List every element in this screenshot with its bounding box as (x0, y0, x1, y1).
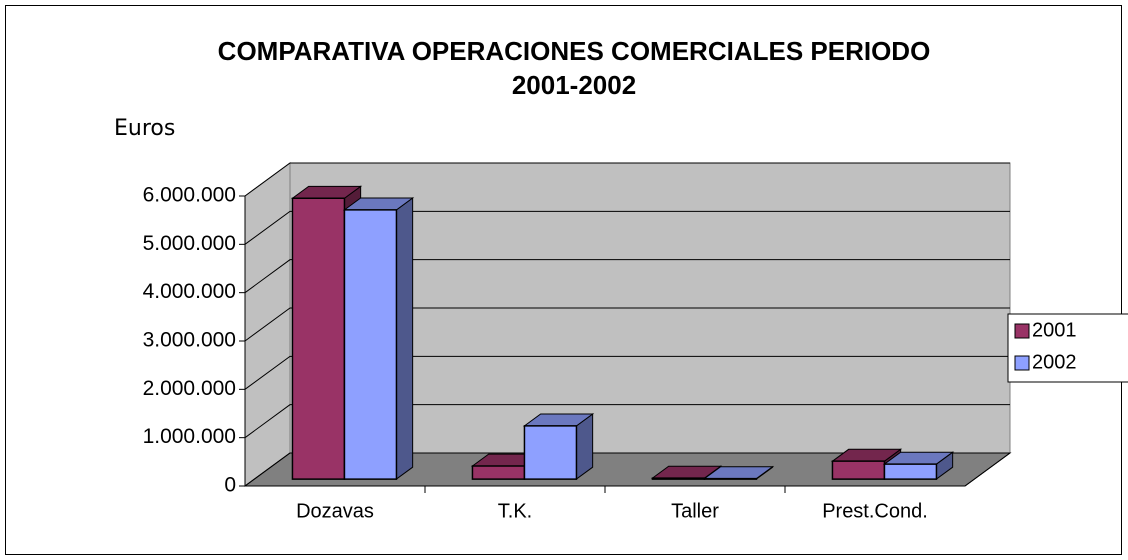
legend-label: 2002 (1032, 351, 1077, 373)
bar (882, 451, 955, 481)
y-tick-label: 2.000.000 (143, 377, 236, 400)
floor-edge (964, 452, 1011, 487)
grid-line (244, 355, 1010, 390)
x-tick-label: Prest.Cond. (822, 500, 928, 522)
x-tick-label: T.K. (498, 500, 532, 522)
bar-front (343, 209, 398, 480)
grid-line (244, 307, 1010, 342)
y-tick-label: 4.000.000 (143, 280, 236, 303)
y-axis-label: Euros (114, 116, 176, 141)
y-tick-label: 3.000.000 (143, 329, 236, 352)
legend-swatch (1014, 323, 1030, 339)
bar-front (523, 425, 578, 480)
bar (522, 413, 595, 481)
bar (342, 196, 415, 481)
bar (702, 465, 775, 481)
y-tick-label: 0 (224, 474, 236, 497)
bar-front (831, 460, 886, 480)
grid-line (244, 452, 1010, 487)
x-tick-label: Dozavas (296, 500, 374, 522)
grid-line (244, 162, 1010, 197)
grid-line (244, 210, 1010, 245)
bar-front (651, 477, 706, 480)
grid-line (244, 404, 1010, 439)
legend-label: 2001 (1032, 319, 1077, 341)
bar-front (883, 463, 938, 480)
bar-front (471, 465, 526, 480)
y-tick-label: 5.000.000 (143, 232, 236, 255)
x-tick-label: Taller (671, 500, 719, 522)
legend-swatch (1014, 355, 1030, 371)
grid-line (244, 259, 1010, 294)
bar-side (395, 196, 414, 481)
y-tick-label: 6.000.000 (143, 184, 236, 207)
bar-front (291, 197, 346, 480)
y-tick-label: 1.000.000 (143, 425, 236, 448)
chart-title: COMPARATIVA OPERACIONES COMERCIALES PERI… (217, 36, 931, 100)
